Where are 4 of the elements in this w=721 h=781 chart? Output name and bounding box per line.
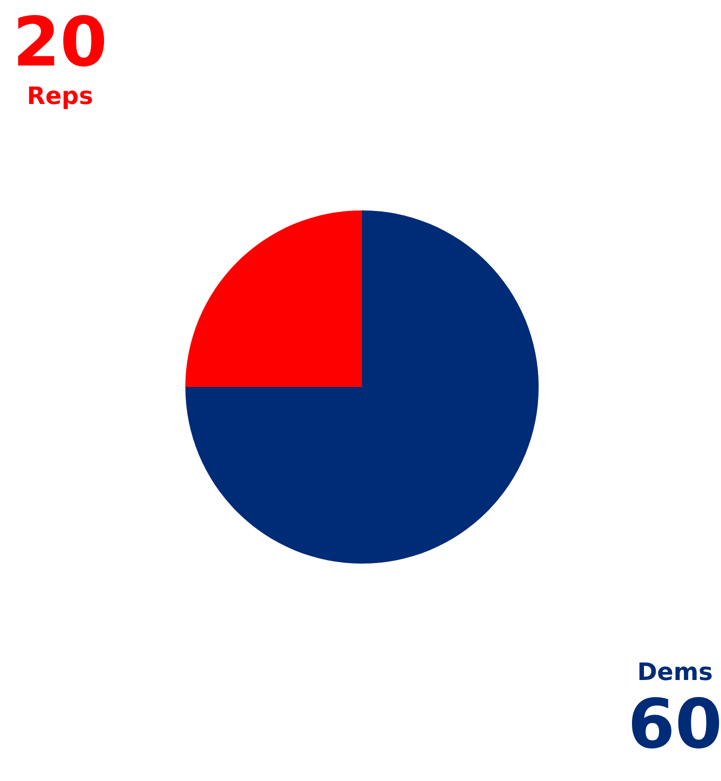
slice-label: Dems [637,658,713,686]
slice-label: Reps [26,82,94,110]
data-label: 20 [12,4,108,82]
data-label: 60 [628,686,721,764]
